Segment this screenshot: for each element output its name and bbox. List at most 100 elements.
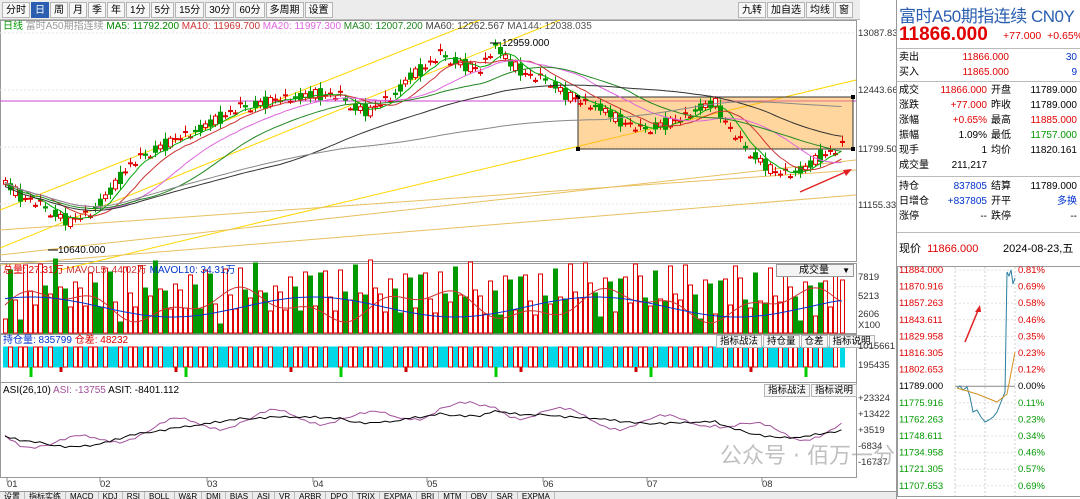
indicator-tab-4[interactable]: RSI — [123, 492, 146, 499]
right-tool-button-3[interactable]: 窗 — [835, 2, 853, 18]
month-label-1: 02 — [100, 479, 111, 490]
oi-button-2[interactable]: 仓差 — [800, 335, 828, 348]
oi-button-3[interactable]: 指标说明 — [828, 335, 875, 348]
volume-bar — [443, 293, 448, 334]
kline-chart[interactable] — [0, 20, 896, 492]
oi-bar — [523, 346, 528, 368]
candle-body — [513, 61, 518, 72]
period-button-2[interactable]: 周 — [50, 1, 68, 18]
intraday-chart[interactable]: 11884.000 0.81% 11870.916 0.69% 11857.263 0.5… — [897, 262, 1080, 499]
period-button-12[interactable]: 设置 — [304, 1, 333, 18]
oi-bar — [208, 346, 213, 368]
indicator-tab-2[interactable]: MACD — [66, 492, 99, 499]
oi-bar — [308, 346, 313, 368]
candle-body — [23, 197, 28, 200]
oi-bar — [243, 346, 248, 368]
oi-bar — [793, 346, 798, 368]
volume-bar — [413, 307, 418, 334]
candle-body — [363, 104, 368, 117]
indicator-tab-15[interactable]: BRI — [417, 492, 440, 499]
asi-tick-4: -6834 — [858, 441, 883, 452]
volume-bar — [433, 312, 438, 334]
period-button-9[interactable]: 30分 — [205, 1, 235, 18]
box-handle[interactable] — [576, 95, 580, 99]
trend-line[interactable] — [0, 194, 857, 266]
sell-label: 卖出 — [899, 52, 919, 63]
volume-bar — [58, 286, 63, 334]
period-button-6[interactable]: 1分 — [126, 1, 150, 18]
oi-button-0[interactable]: 指标战法 — [716, 335, 763, 348]
volume-bar — [78, 287, 83, 334]
period-button-7[interactable]: 5分 — [150, 1, 175, 18]
candle-body — [213, 115, 218, 126]
intraday-price-tick: 11789.000 — [899, 381, 943, 392]
month-label-4: 05 — [427, 479, 438, 490]
period-button-8[interactable]: 15分 — [175, 1, 205, 18]
indicator-tab-8[interactable]: BIAS — [226, 492, 254, 499]
oi-bar — [258, 346, 263, 368]
candle-body — [208, 119, 213, 127]
indicator-tab-13[interactable]: TRIX — [353, 492, 380, 499]
panel-title: 富时A50期指连续 CN0Y — [899, 7, 1075, 26]
right-tool-button-2[interactable]: 均线 — [806, 2, 834, 18]
indicator-tab-17[interactable]: OBV — [467, 492, 493, 499]
trend-line[interactable] — [0, 159, 857, 256]
volume-bar — [68, 306, 73, 334]
indicator-tab-14[interactable]: EXPMA — [380, 492, 417, 499]
price-tick-4: 11155.33 — [858, 200, 897, 211]
right-tool-button-0[interactable]: 九转 — [738, 2, 766, 18]
intraday-pct-tick: 0.58% — [1018, 298, 1045, 309]
oi-bar — [478, 346, 483, 368]
candle-body — [628, 122, 633, 125]
volume-bar — [473, 289, 478, 334]
period-button-11[interactable]: 多周期 — [265, 1, 304, 18]
oi-bar — [508, 346, 513, 368]
indicator-tab-3[interactable]: KDJ — [99, 492, 123, 499]
period-button-4[interactable]: 季 — [88, 1, 106, 18]
indicator-tab-5[interactable]: BOLL — [145, 492, 175, 499]
indicator-tab-7[interactable]: DMI — [202, 492, 226, 499]
intraday-price-tick: 11802.653 — [899, 365, 943, 376]
right-toolbar: 九转 加自选 均线窗 — [738, 2, 854, 18]
right-tool-button-1[interactable]: 加自选 — [767, 2, 805, 18]
candle-body — [568, 91, 573, 102]
intraday-price-tick: 11857.263 — [899, 298, 943, 309]
instrument-name: 富时A50期指连续 — [25, 21, 104, 32]
period-button-5[interactable]: 年 — [107, 1, 125, 18]
period-button-10[interactable]: 60分 — [235, 1, 265, 18]
indicator-tab-6[interactable]: W&R — [175, 492, 203, 499]
indicator-tab-19[interactable]: EXPMA — [518, 492, 555, 499]
trend-line[interactable] — [0, 169, 857, 231]
period-button-0[interactable]: 分时 — [2, 1, 30, 18]
indicator-tab-10[interactable]: VR — [275, 492, 296, 499]
indicator-tab-9[interactable]: ASI — [253, 492, 275, 499]
oi-button-1[interactable]: 持仓量 — [763, 335, 800, 348]
box-handle[interactable] — [851, 95, 855, 99]
oi-bar — [388, 346, 393, 368]
oi-bar — [623, 346, 628, 368]
indicator-tab-11[interactable]: ARBR — [295, 492, 327, 499]
mavol5-line — [4, 286, 842, 324]
asi-button-0[interactable]: 指标战法 — [764, 384, 811, 397]
volume-bar — [353, 264, 358, 334]
volume-bar — [48, 293, 53, 334]
oi-bar — [253, 346, 258, 368]
candle-body — [18, 189, 23, 202]
indicator-tab-12[interactable]: DPO — [326, 492, 353, 499]
candle-body — [403, 79, 408, 85]
indicator-tab-16[interactable]: MTM — [439, 492, 467, 499]
oi-bar — [443, 346, 448, 368]
box-handle[interactable] — [576, 147, 580, 151]
period-button-1[interactable]: 日 — [31, 1, 49, 18]
box-handle[interactable] — [851, 147, 855, 151]
indicator-tab-18[interactable]: SAR — [492, 492, 518, 499]
candle-body — [53, 209, 58, 217]
period-button-3[interactable]: 月 — [69, 1, 87, 18]
trend-line[interactable] — [0, 20, 481, 211]
asi-button-1[interactable]: 指标说明 — [811, 384, 858, 397]
indicator-tab-1[interactable]: 指标实练 — [25, 492, 66, 499]
indicator-dropdown[interactable]: 成交量 ▼ — [776, 264, 854, 277]
volume-bar — [823, 280, 828, 334]
indicator-tab-0[interactable]: 设置 — [0, 492, 25, 499]
divider — [897, 232, 1080, 233]
